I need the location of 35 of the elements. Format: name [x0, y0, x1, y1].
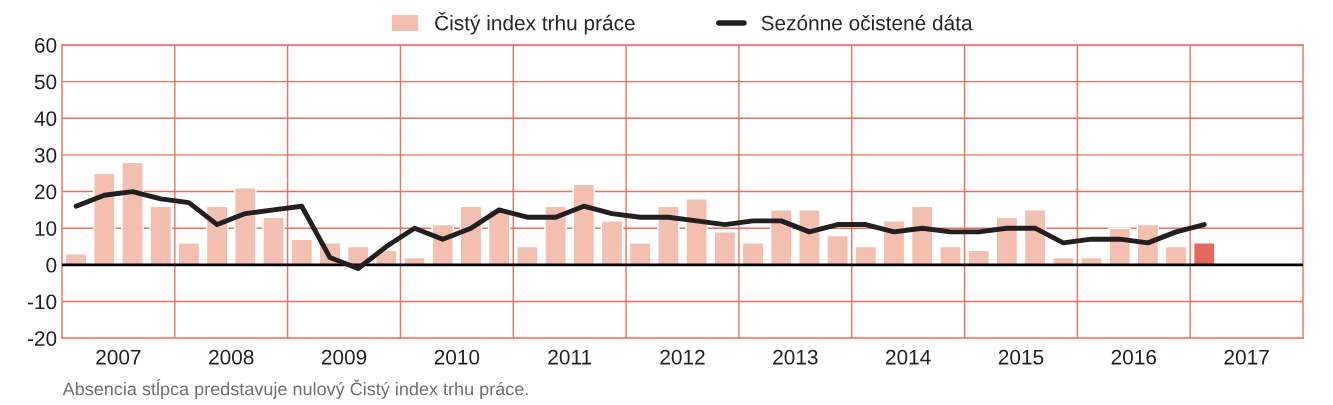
x-tick-label: 2011 — [548, 349, 592, 365]
y-tick-label: -20 — [27, 331, 57, 346]
bar — [290, 238, 313, 266]
line-series — [73, 189, 1207, 271]
legend-label: Čistý index trhu práce — [435, 12, 635, 35]
x-tick-label: 2012 — [660, 349, 705, 365]
x-tick-label: 2008 — [209, 349, 254, 365]
bar — [1193, 242, 1216, 266]
bar — [149, 205, 172, 266]
x-tick-label: 2015 — [998, 349, 1044, 365]
y-tick-label: 20 — [35, 184, 57, 200]
y-tick-label: 50 — [34, 74, 57, 90]
y-tick-label: 0 — [46, 257, 57, 273]
x-tick-label: 2009 — [321, 349, 367, 365]
x-tick-label: 2014 — [886, 349, 931, 365]
x-tick-label: 2007 — [96, 349, 141, 365]
x-tick-label: 2010 — [434, 349, 480, 365]
bar — [685, 198, 708, 266]
x-tick-label: 2013 — [773, 349, 818, 365]
bar — [600, 220, 624, 266]
y-tick-label: -10 — [27, 294, 57, 310]
bar — [262, 216, 285, 266]
bar — [826, 234, 849, 266]
bar — [93, 172, 116, 266]
y-tick-label: 10 — [35, 221, 57, 236]
text: Absencia stĺpca predstavuje nulový Čistý index trhu práce. — [62, 378, 528, 399]
bar — [121, 161, 144, 266]
x-tick-label: 2016 — [1111, 349, 1157, 365]
y-tick-label: 30 — [34, 147, 57, 163]
x-tick-label: 2017 — [1224, 349, 1269, 365]
legend-label: Sezónne očistené dáta — [761, 14, 973, 31]
y-tick-label: 60 — [35, 37, 57, 53]
y-tick-label: 40 — [34, 111, 57, 127]
bar — [713, 231, 737, 266]
bar — [234, 187, 257, 266]
